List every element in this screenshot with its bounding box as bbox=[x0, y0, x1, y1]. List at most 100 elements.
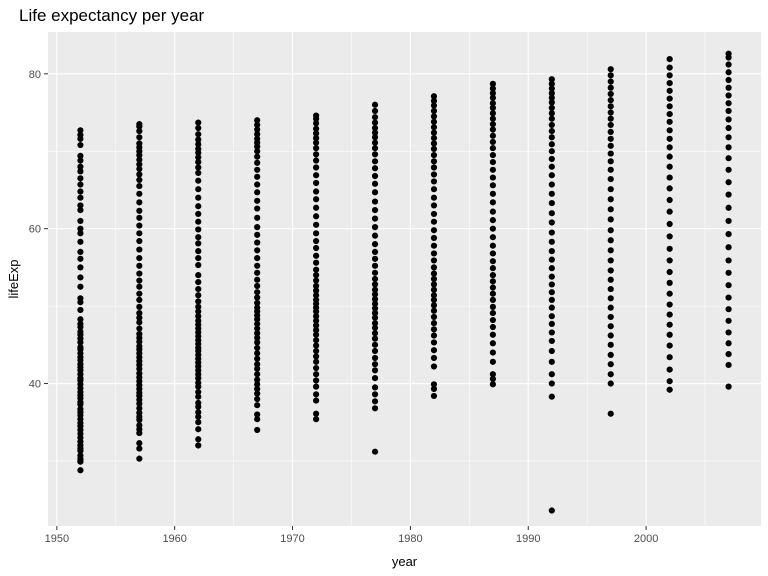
data-point bbox=[548, 121, 555, 129]
data-point bbox=[548, 104, 555, 111]
data-point bbox=[489, 166, 496, 173]
data-point bbox=[548, 163, 555, 170]
data-point bbox=[666, 163, 673, 170]
data-point bbox=[313, 145, 320, 152]
data-point bbox=[77, 141, 84, 149]
data-point bbox=[254, 153, 261, 160]
data-point bbox=[607, 267, 614, 274]
data-point bbox=[254, 385, 261, 393]
data-point bbox=[254, 361, 261, 368]
data-point bbox=[254, 205, 261, 212]
data-point bbox=[254, 344, 261, 352]
data-point bbox=[195, 261, 202, 269]
data-point bbox=[548, 273, 555, 280]
data-point bbox=[430, 164, 438, 171]
data-point bbox=[666, 56, 673, 63]
data-point bbox=[136, 199, 143, 206]
data-point bbox=[136, 277, 143, 284]
data-point bbox=[195, 285, 202, 293]
data-point bbox=[77, 344, 84, 351]
data-point bbox=[136, 296, 143, 304]
data-point bbox=[725, 361, 732, 369]
data-point bbox=[254, 166, 261, 173]
data-point bbox=[430, 275, 438, 283]
data-point bbox=[666, 268, 673, 276]
data-point bbox=[666, 290, 673, 297]
data-point bbox=[489, 126, 496, 133]
data-point bbox=[254, 381, 261, 388]
data-point bbox=[666, 311, 673, 318]
data-point bbox=[77, 230, 84, 237]
data-point bbox=[371, 241, 379, 248]
data-point bbox=[430, 124, 438, 131]
data-point bbox=[430, 118, 438, 125]
data-point bbox=[548, 256, 555, 263]
data-point bbox=[254, 121, 261, 129]
data-point bbox=[254, 426, 261, 434]
data-point bbox=[313, 377, 320, 384]
data-point bbox=[136, 128, 143, 135]
data-point bbox=[195, 308, 202, 315]
data-point bbox=[548, 296, 555, 304]
data-point bbox=[371, 448, 379, 455]
data-point bbox=[430, 107, 438, 115]
data-point bbox=[666, 279, 673, 286]
data-point bbox=[313, 244, 320, 252]
data-point bbox=[254, 269, 261, 276]
data-point bbox=[77, 152, 84, 159]
data-point bbox=[371, 341, 379, 348]
data-point bbox=[371, 139, 379, 146]
data-point bbox=[430, 186, 438, 193]
data-point bbox=[607, 227, 614, 234]
data-point bbox=[371, 189, 379, 196]
data-point bbox=[136, 171, 143, 178]
data-point bbox=[548, 380, 555, 387]
data-point bbox=[489, 121, 496, 128]
data-point bbox=[371, 248, 379, 255]
data-point bbox=[666, 174, 673, 181]
data-point bbox=[254, 355, 261, 362]
data-point bbox=[195, 136, 202, 143]
y-axis-title: lifeExp bbox=[6, 259, 21, 298]
data-point bbox=[430, 93, 438, 100]
data-point bbox=[725, 107, 732, 115]
data-point bbox=[430, 281, 438, 288]
data-point bbox=[195, 186, 202, 193]
data-point bbox=[607, 295, 614, 302]
data-point bbox=[313, 296, 320, 304]
data-point bbox=[254, 365, 261, 372]
data-point bbox=[371, 269, 379, 276]
data-point bbox=[195, 124, 202, 132]
data-point bbox=[195, 145, 202, 153]
data-point bbox=[548, 115, 555, 122]
data-point bbox=[195, 234, 202, 241]
data-point bbox=[77, 202, 84, 209]
data-point bbox=[195, 248, 202, 255]
data-point bbox=[313, 337, 320, 344]
data-point bbox=[371, 384, 379, 391]
data-point bbox=[430, 171, 438, 178]
data-point bbox=[371, 314, 379, 321]
data-point bbox=[489, 296, 496, 304]
data-point bbox=[607, 196, 614, 203]
data-point bbox=[489, 85, 496, 92]
data-point bbox=[254, 376, 261, 383]
data-point bbox=[489, 182, 496, 189]
data-point bbox=[77, 283, 84, 290]
data-point bbox=[430, 320, 438, 327]
data-point bbox=[548, 281, 555, 288]
data-point bbox=[489, 371, 496, 378]
data-point bbox=[725, 155, 732, 162]
data-point bbox=[136, 182, 143, 190]
data-point bbox=[725, 244, 732, 251]
data-point bbox=[430, 145, 438, 153]
data-point bbox=[195, 158, 202, 166]
data-point bbox=[371, 172, 379, 180]
data-point bbox=[607, 304, 614, 311]
data-point bbox=[136, 330, 143, 338]
data-point bbox=[489, 94, 496, 101]
data-point bbox=[254, 231, 261, 238]
data-point bbox=[489, 100, 496, 107]
data-point bbox=[254, 197, 261, 204]
